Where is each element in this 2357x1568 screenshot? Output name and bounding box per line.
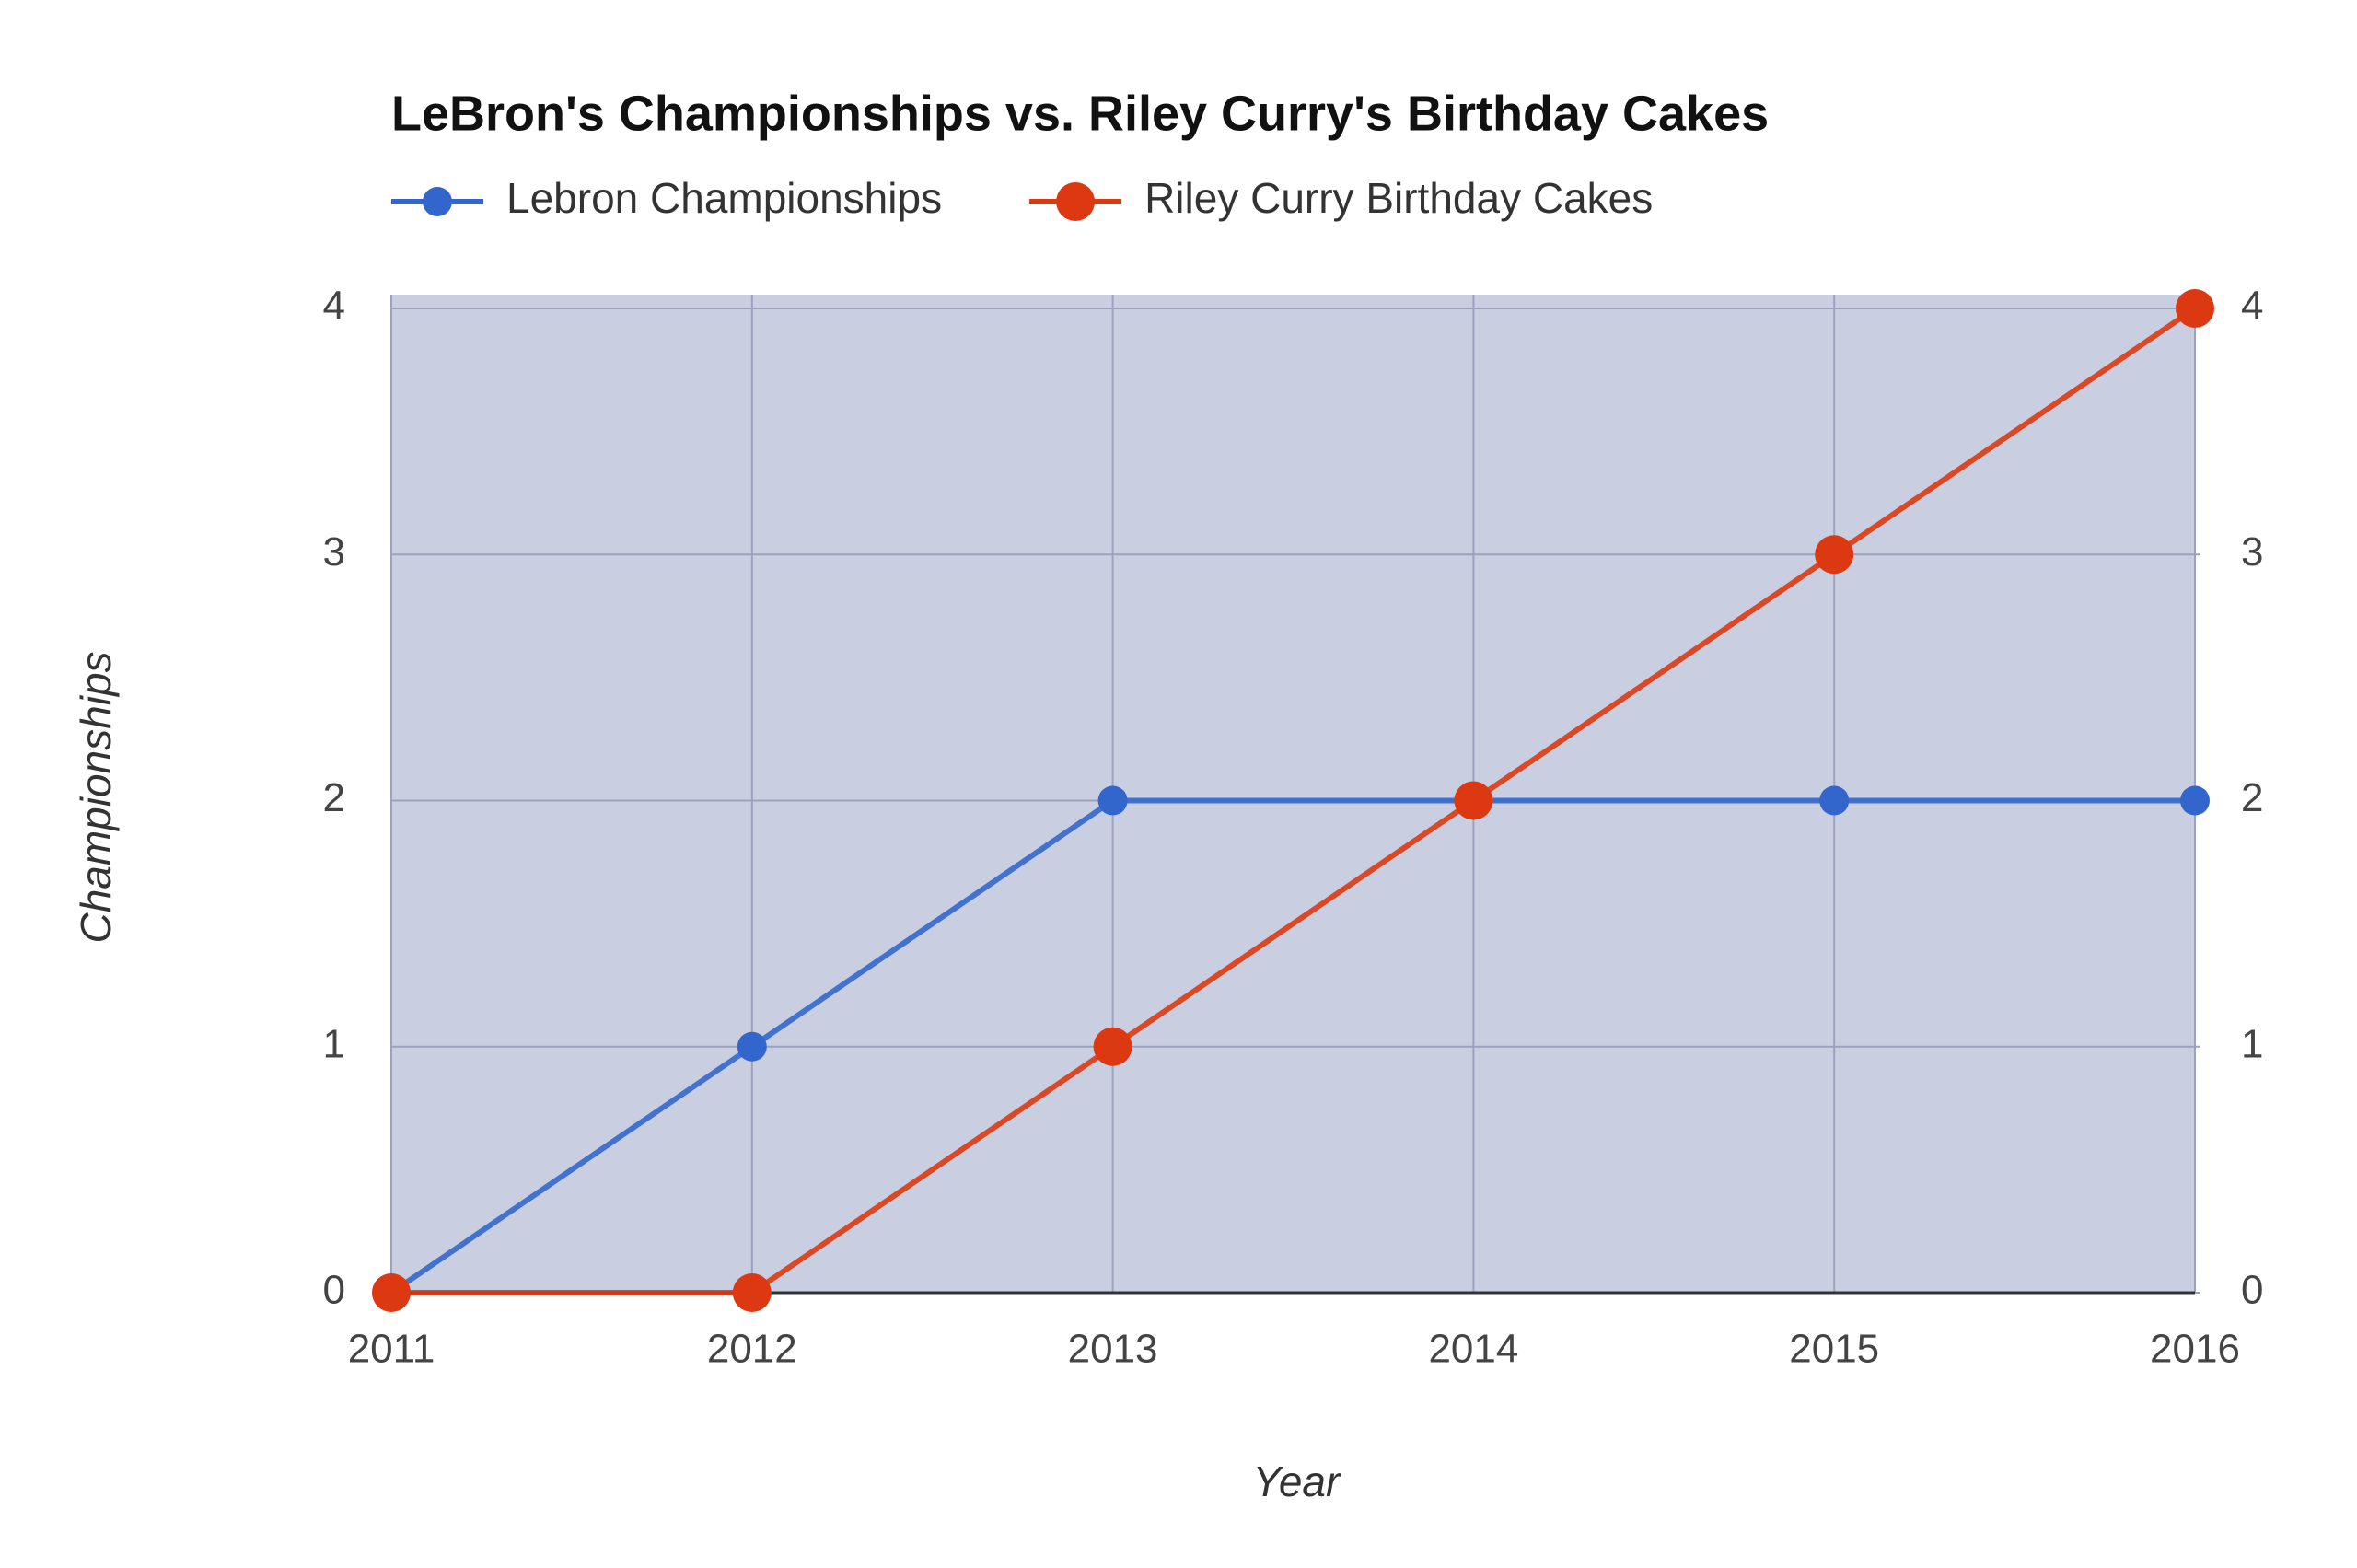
x-tick-label: 2012 (707, 1327, 797, 1372)
y-axis-title: Championships (72, 651, 120, 943)
y-tick-label: 3 (323, 529, 345, 575)
data-point (372, 1273, 411, 1312)
chart-title: LeBron's Championships vs. Riley Curry's… (391, 86, 1769, 141)
y2-tick-label: 0 (2241, 1268, 2263, 1313)
data-point (1815, 535, 1854, 575)
y-tick-label: 2 (323, 775, 345, 820)
y2-tick-label: 1 (2241, 1021, 2263, 1066)
legend-marker (423, 187, 452, 216)
data-point (2180, 785, 2210, 816)
series-line (389, 797, 2195, 1295)
data-point (1454, 781, 1493, 820)
y-tick-label: 1 (323, 1021, 345, 1066)
y-tick-label: 0 (323, 1268, 345, 1313)
series-line (391, 306, 2197, 1295)
data-point (732, 1273, 772, 1312)
y-tick-label: 4 (323, 284, 345, 329)
legend-label: Lebron Championships (506, 174, 942, 222)
legend-marker (1056, 182, 1096, 221)
y2-tick-label: 3 (2241, 529, 2263, 575)
data-point (737, 1031, 767, 1062)
data-point (1819, 785, 1850, 816)
x-axis-title: Year (1253, 1458, 1341, 1505)
y2-tick-label: 4 (2241, 284, 2263, 329)
data-point (2176, 289, 2214, 328)
data-point (1093, 1027, 1132, 1066)
y2-tick-label: 2 (2241, 775, 2263, 820)
plot-background (391, 295, 2195, 1293)
x-tick-label: 2014 (1428, 1327, 1518, 1372)
x-tick-label: 2011 (348, 1327, 435, 1372)
x-tick-label: 2013 (1068, 1327, 1158, 1372)
legend-label: Riley Curry Birthday Cakes (1144, 174, 1653, 222)
x-tick-label: 2016 (2150, 1327, 2240, 1372)
data-point (1097, 785, 1128, 816)
x-tick-label: 2015 (1789, 1327, 1879, 1372)
